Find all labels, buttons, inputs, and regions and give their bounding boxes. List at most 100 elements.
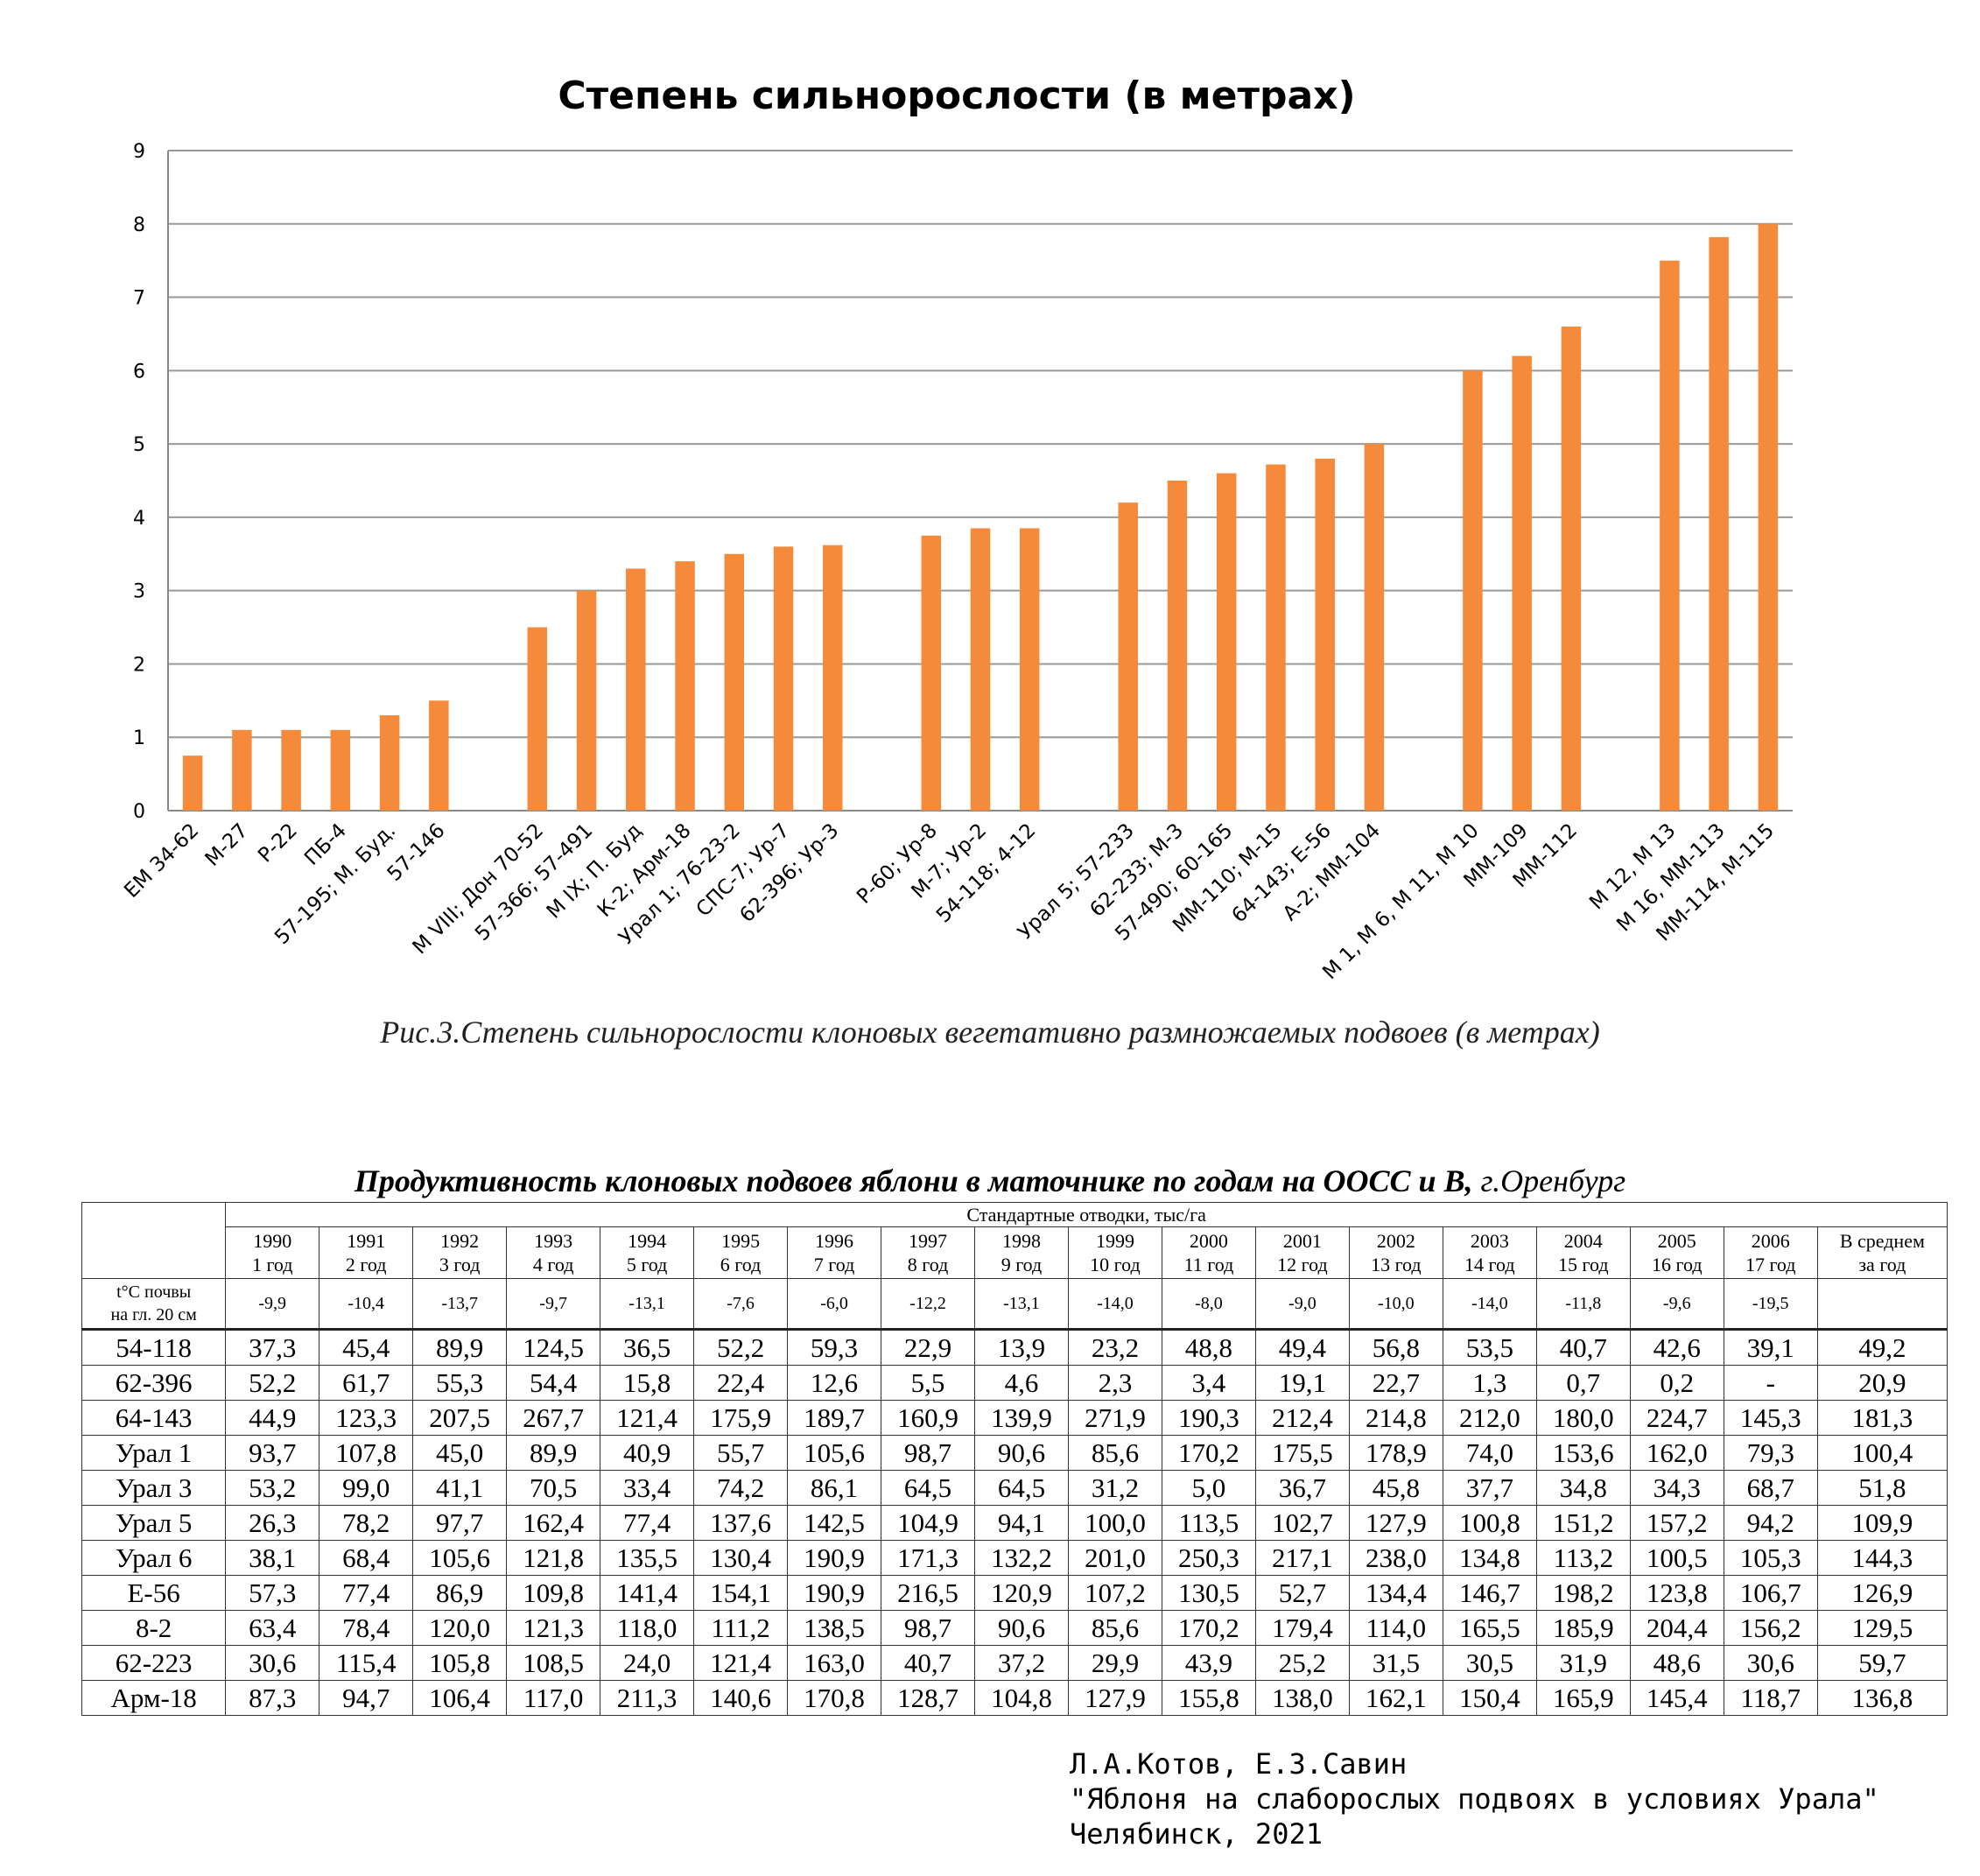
value-cell: 5,0 [1161,1470,1256,1506]
value-cell: 212,4 [1254,1400,1350,1436]
year-label: 1996 [815,1230,854,1252]
average-cell: 59,7 [1816,1645,1948,1681]
value-cell: 52,7 [1254,1575,1350,1611]
bar [1660,260,1680,812]
value-cell: 59,3 [787,1328,882,1366]
year-number: 11 год [1183,1254,1234,1275]
value-cell: 52,2 [225,1365,320,1401]
value-cell: 250,3 [1161,1540,1256,1576]
value-cell: 94,2 [1723,1505,1818,1541]
value-cell: 53,5 [1442,1328,1537,1366]
year-number: 15 год [1558,1254,1609,1275]
y-tick-label: 1 [133,727,145,749]
value-cell: 3,4 [1161,1365,1256,1401]
value-cell: 93,7 [225,1435,320,1471]
value-cell: 89,9 [506,1435,601,1471]
table-row: 8-2 63,4 78,4 120,0 121,3 118,0 111,2 138,5 98,7… [81,1610,1948,1646]
year-label: 2001 [1282,1230,1322,1252]
table-row: 62-396 52,2 61,7 55,3 54,4 15,8 22,4 12,6 5,5 4,6… [81,1365,1948,1401]
year-header: 1990 1 год [225,1226,320,1279]
value-cell: 57,3 [225,1575,320,1611]
bar [1216,473,1237,811]
rootstock-name: 62-223 [81,1645,227,1681]
rootstock-name: 64-143 [81,1400,227,1436]
value-cell: 185,9 [1535,1610,1631,1646]
bar [1118,502,1138,811]
bar-chart: Степень сильнорослости (в метрах) 0 1 2 3 4 5… [120,74,1793,984]
bar [970,528,991,811]
value-cell: 163,0 [787,1645,882,1681]
bar [1019,528,1040,811]
value-cell: 114,0 [1348,1610,1443,1646]
table-row: 64-143 44,9 123,3 207,5 267,7 121,4 175,9 189,7… [81,1400,1948,1436]
year-number: 1 год [251,1254,293,1275]
value-cell: 134,8 [1442,1540,1537,1576]
value-cell: 40,7 [881,1645,975,1681]
value-cell: 15,8 [600,1365,695,1401]
value-cell: 153,6 [1535,1435,1631,1471]
bar [1167,481,1188,811]
year-number: 2 год [345,1254,387,1275]
value-cell: 121,4 [600,1400,695,1436]
bar [1758,223,1779,811]
year-label: 1992 [440,1230,480,1252]
value-cell: 74,2 [693,1470,789,1506]
average-cell: 129,5 [1816,1610,1948,1646]
bar [921,535,942,811]
value-cell: 170,8 [787,1680,882,1716]
table-row: Е-56 57,3 77,4 86,9 109,8 141,4 154,1 190,9 216,… [81,1575,1948,1611]
year-label: 1999 [1095,1230,1134,1252]
year-label: 2002 [1376,1230,1415,1252]
year-header: 1992 3 год [412,1226,508,1279]
value-cell: 138,0 [1254,1680,1350,1716]
value-cell: 204,4 [1629,1610,1724,1646]
x-tick-label: Р-22 [254,819,302,868]
year-label: 1994 [628,1230,667,1252]
year-header: 2005 16 год [1629,1226,1724,1279]
value-cell: 19,1 [1254,1365,1350,1401]
value-cell: 30,6 [1723,1645,1818,1681]
value-cell: 175,5 [1254,1435,1350,1471]
value-cell: 36,7 [1254,1470,1350,1506]
year-label: 1990 [253,1230,292,1252]
value-cell: 29,9 [1067,1645,1162,1681]
value-cell: 162,4 [506,1505,601,1541]
temperature-cell: -9,7 [506,1278,601,1330]
value-cell: 86,9 [412,1575,508,1611]
value-cell: 56,8 [1348,1328,1443,1366]
value-cell: 170,2 [1161,1435,1256,1471]
rootstock-name: Урал 1 [81,1435,227,1471]
temperature-cell: -7,6 [693,1278,789,1330]
value-cell: 42,6 [1629,1328,1724,1366]
bar [330,729,351,811]
bar [724,553,745,811]
year-header: 1991 2 год [319,1226,414,1279]
value-cell: 38,1 [225,1540,320,1576]
value-cell: 121,8 [506,1540,601,1576]
bar [773,546,794,811]
value-cell: 157,2 [1629,1505,1724,1541]
value-cell: 45,4 [319,1328,414,1366]
value-cell: 41,1 [412,1470,508,1506]
bar [1709,236,1729,811]
value-cell: 121,3 [506,1610,601,1646]
value-cell: 0,7 [1535,1365,1631,1401]
value-cell: 115,4 [319,1645,414,1681]
value-cell: 212,0 [1442,1400,1537,1436]
temp-label-line2: на гл. 20 см [110,1305,197,1324]
year-number: 14 год [1464,1254,1515,1275]
value-cell: 145,3 [1723,1400,1818,1436]
table-title-main: Продуктивность клоновых подвоев яблони в… [354,1163,1473,1198]
value-cell: 77,4 [600,1505,695,1541]
value-cell: 165,9 [1535,1680,1631,1716]
x-tick-label: ЕМ 34-62 [120,819,203,903]
bar [626,568,646,811]
corner-cell [81,1202,227,1279]
value-cell: 79,3 [1723,1435,1818,1471]
value-cell: 61,7 [319,1365,414,1401]
value-cell: 118,0 [600,1610,695,1646]
value-cell: 121,4 [693,1645,789,1681]
value-cell: 86,1 [787,1470,882,1506]
table-title-place: г.Оренбург [1472,1163,1626,1198]
value-cell: 85,6 [1067,1435,1162,1471]
